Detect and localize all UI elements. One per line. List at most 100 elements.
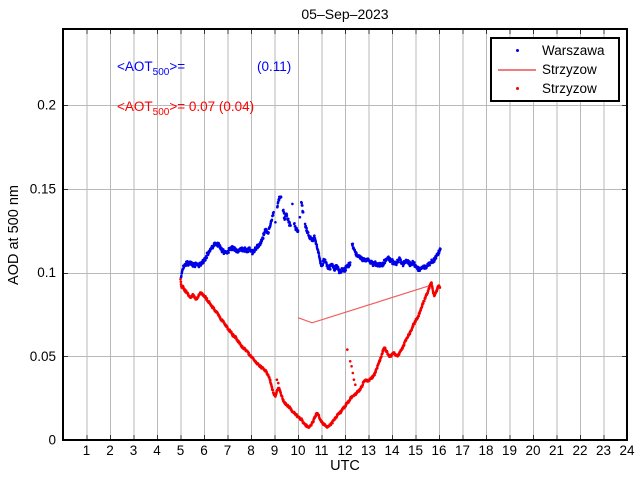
series-point-warszawa — [321, 262, 325, 266]
series-point-warszawa — [305, 226, 308, 230]
series-point-strzyzow — [350, 365, 353, 368]
series-point-strzyzow — [205, 297, 209, 300]
series-point-warszawa — [285, 214, 289, 218]
series-point-warszawa — [351, 242, 355, 246]
series-point-warszawa — [315, 243, 319, 247]
series-point-strzyzow — [378, 358, 382, 362]
series-point-warszawa — [298, 215, 302, 219]
x-tick-label: 19 — [502, 443, 517, 458]
series-point-strzyzow — [351, 371, 355, 375]
series-point-strzyzow — [269, 378, 272, 382]
legend-line-marker-icon — [498, 68, 536, 71]
x-tick-label: 12 — [337, 443, 352, 458]
x-tick-label: 21 — [549, 443, 564, 458]
series-point-warszawa — [395, 263, 398, 267]
series-point-warszawa — [301, 204, 304, 207]
annotation-strzyzow-post: >= 0.07 (0.04) — [169, 99, 255, 114]
series-point-warszawa — [296, 229, 300, 232]
legend-dot-marker-icon — [515, 87, 519, 90]
annotation-strzyzow-mean: <AOT500>= 0.07 (0.04) — [117, 99, 254, 118]
x-tick-label: 16 — [431, 443, 446, 458]
series-point-warszawa — [204, 258, 207, 262]
annotation-warszawa-sub: 500 — [152, 67, 170, 78]
series-point-warszawa — [285, 212, 289, 216]
series-point-warszawa — [301, 210, 305, 214]
series-point-warszawa — [329, 268, 332, 271]
series-point-warszawa — [325, 261, 328, 264]
chart-title: 05–Sep–2023 — [301, 6, 389, 22]
x-tick-label: 4 — [153, 443, 161, 458]
series-point-warszawa — [180, 274, 183, 278]
x-tick-label: 5 — [177, 443, 185, 458]
series-point-strzyzow — [348, 360, 352, 363]
series-point-strzyzow — [422, 299, 426, 303]
series-point-strzyzow — [417, 314, 421, 318]
legend-row: Strzyzow — [492, 60, 618, 79]
series-point-warszawa — [259, 241, 263, 245]
series-point-warszawa — [282, 208, 285, 212]
x-tick-label: 24 — [619, 443, 635, 458]
series-point-strzyzow — [179, 280, 183, 284]
x-tick-label: 3 — [130, 443, 138, 458]
series-point-warszawa — [332, 264, 336, 268]
series-point-strzyzow — [348, 398, 352, 402]
x-axis-label: UTC — [330, 458, 360, 474]
series-point-warszawa — [272, 210, 275, 214]
series-point-strzyzow — [218, 316, 222, 319]
annotation-warszawa-pre: <AOT — [117, 59, 153, 74]
series-point-strzyzow — [331, 421, 334, 425]
series-point-strzyzow — [361, 383, 365, 387]
legend-dot-marker-icon — [492, 49, 542, 52]
x-tick-label: 14 — [384, 443, 400, 458]
series-point-strzyzow — [346, 348, 349, 351]
legend-line-marker-icon — [492, 68, 542, 71]
axes-frame — [62, 28, 628, 441]
series-point-warszawa — [270, 218, 274, 222]
series-point-warszawa — [205, 256, 209, 260]
series-point-warszawa — [428, 263, 431, 267]
series-point-strzyzow — [275, 378, 279, 382]
series-point-warszawa — [279, 195, 283, 199]
series-point-warszawa — [287, 217, 290, 221]
series-point-strzyzow — [373, 373, 376, 377]
x-tick-label: 10 — [290, 443, 305, 458]
series-point-strzyzow — [408, 332, 412, 336]
series-point-strzyzow — [354, 383, 357, 387]
series-point-warszawa — [289, 224, 292, 227]
x-tick-label: 8 — [247, 443, 255, 458]
legend-label: Strzyzow — [542, 81, 597, 96]
series-point-warszawa — [323, 258, 327, 262]
legend-dot-marker-icon — [492, 87, 542, 90]
series-line-strzyzow — [297, 284, 432, 324]
series-point-warszawa — [217, 242, 221, 245]
series-point-warszawa — [274, 221, 277, 224]
x-tick-label: 11 — [314, 443, 328, 458]
annotation-strzyzow-pre: <AOT — [117, 99, 153, 114]
series-point-warszawa — [262, 237, 265, 240]
series-point-strzyzow — [179, 277, 182, 281]
series-point-warszawa — [276, 204, 279, 208]
series-point-strzyzow — [312, 420, 315, 423]
y-axis-label: AOD at 500 nm — [6, 185, 22, 285]
series-point-warszawa — [193, 265, 197, 269]
series-point-warszawa — [246, 250, 250, 254]
x-tick-label: 15 — [408, 443, 423, 458]
series-point-strzyzow — [430, 282, 434, 286]
series-point-warszawa — [313, 234, 316, 237]
series-point-warszawa — [413, 261, 416, 264]
series-point-strzyzow — [314, 415, 318, 418]
series-point-warszawa — [300, 201, 304, 205]
legend-row: Warszawa — [492, 41, 618, 60]
legend-label: Warszawa — [542, 43, 605, 58]
series-point-strzyzow — [179, 282, 183, 286]
series-point-warszawa — [306, 231, 310, 234]
series-point-strzyzow — [374, 370, 378, 374]
series-point-warszawa — [227, 251, 230, 254]
series-point-strzyzow — [421, 302, 425, 305]
x-tick-label: 7 — [224, 443, 232, 458]
y-tick-label: 0.15 — [30, 181, 56, 196]
series-point-warszawa — [374, 260, 377, 263]
series-point-warszawa — [317, 252, 321, 255]
